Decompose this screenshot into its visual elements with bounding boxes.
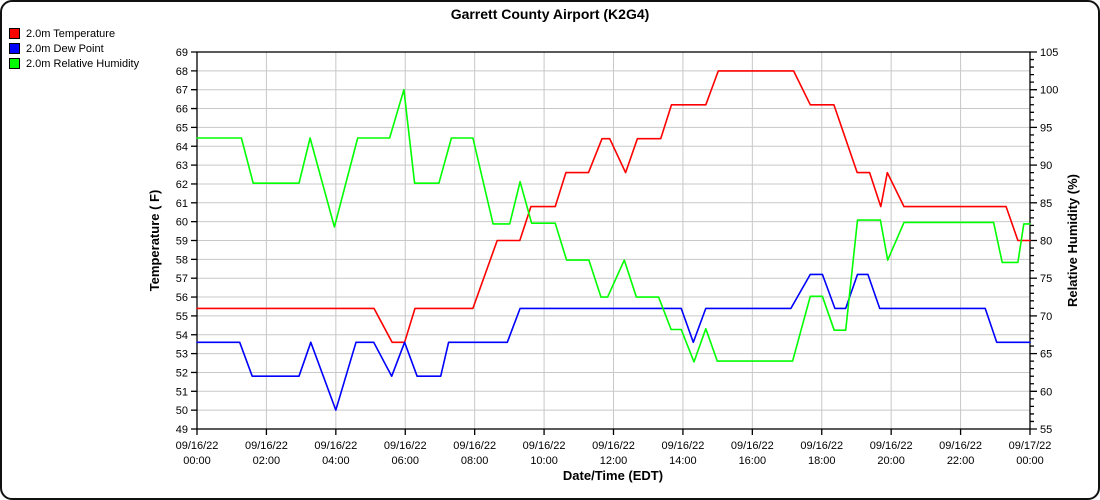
- legend: 2.0m Temperature 2.0m Dew Point 2.0m Rel…: [9, 27, 139, 72]
- svg-text:85: 85: [1040, 198, 1052, 210]
- svg-text:04:00: 04:00: [322, 455, 350, 467]
- svg-text:52: 52: [176, 367, 188, 379]
- svg-text:59: 59: [176, 236, 188, 248]
- svg-text:61: 61: [176, 198, 188, 210]
- dew-point-swatch-icon: [9, 43, 20, 54]
- svg-text:00:00: 00:00: [1016, 455, 1044, 467]
- right-axis-title: Relative Humidity (%): [1065, 174, 1080, 307]
- svg-text:09/16/22: 09/16/22: [245, 440, 288, 452]
- svg-text:55: 55: [176, 311, 188, 323]
- tick-label-layer: 49 50 51 52 53 54 55 56 57 58 59 60 61 62 63 64 65 66 67 68…: [176, 47, 1059, 467]
- grid-layer: [197, 52, 1030, 429]
- svg-text:65: 65: [176, 122, 188, 134]
- svg-text:02:00: 02:00: [253, 455, 281, 467]
- series-line-relative-humidity: [196, 88, 1031, 363]
- series-line-temperature: [196, 70, 1031, 344]
- legend-label-temperature: 2.0m Temperature: [26, 27, 116, 40]
- svg-text:10:00: 10:00: [530, 455, 558, 467]
- svg-text:57: 57: [176, 273, 188, 285]
- legend-label-relative-humidity: 2.0m Relative Humidity: [26, 57, 140, 70]
- svg-text:67: 67: [176, 85, 188, 97]
- svg-text:95: 95: [1040, 122, 1052, 134]
- svg-text:69: 69: [176, 47, 188, 59]
- svg-text:105: 105: [1040, 47, 1058, 59]
- svg-text:09/16/22: 09/16/22: [662, 440, 705, 452]
- chart-title: Garrett County Airport (K2G4): [450, 6, 650, 22]
- series-layer: [196, 70, 1031, 411]
- svg-text:00:00: 00:00: [183, 455, 211, 467]
- svg-text:22:00: 22:00: [947, 455, 975, 467]
- svg-text:18:00: 18:00: [808, 455, 836, 467]
- svg-text:09/16/22: 09/16/22: [523, 440, 566, 452]
- svg-text:09/16/22: 09/16/22: [176, 440, 219, 452]
- svg-text:56: 56: [176, 292, 188, 304]
- svg-text:09/16/22: 09/16/22: [592, 440, 635, 452]
- svg-text:80: 80: [1040, 236, 1052, 248]
- legend-label-dew-point: 2.0m Dew Point: [26, 42, 104, 55]
- svg-text:12:00: 12:00: [600, 455, 628, 467]
- svg-text:09/16/22: 09/16/22: [384, 440, 427, 452]
- legend-item-temperature: 2.0m Temperature: [9, 27, 139, 40]
- svg-text:60: 60: [176, 217, 188, 229]
- svg-text:70: 70: [1040, 311, 1052, 323]
- series-line-dew-point: [196, 273, 1031, 411]
- svg-text:50: 50: [176, 405, 188, 417]
- svg-text:09/16/22: 09/16/22: [939, 440, 982, 452]
- svg-text:09/16/22: 09/16/22: [314, 440, 357, 452]
- svg-text:64: 64: [176, 141, 188, 153]
- svg-text:55: 55: [1040, 424, 1052, 436]
- svg-text:75: 75: [1040, 273, 1052, 285]
- legend-item-relative-humidity: 2.0m Relative Humidity: [9, 57, 139, 70]
- svg-text:63: 63: [176, 160, 188, 172]
- svg-text:51: 51: [176, 386, 188, 398]
- svg-text:09/16/22: 09/16/22: [453, 440, 496, 452]
- svg-text:53: 53: [176, 349, 188, 361]
- relative-humidity-swatch-icon: [9, 58, 20, 69]
- svg-text:09/16/22: 09/16/22: [731, 440, 774, 452]
- svg-text:68: 68: [176, 66, 188, 78]
- svg-text:65: 65: [1040, 349, 1052, 361]
- svg-text:09/16/22: 09/16/22: [870, 440, 913, 452]
- svg-text:58: 58: [176, 254, 188, 266]
- svg-text:09/17/22: 09/17/22: [1009, 440, 1052, 452]
- legend-item-dew-point: 2.0m Dew Point: [9, 42, 139, 55]
- left-axis-title: Temperature ( F): [147, 190, 162, 292]
- svg-text:20:00: 20:00: [877, 455, 905, 467]
- svg-text:06:00: 06:00: [391, 455, 419, 467]
- x-axis-title: Date/Time (EDT): [563, 468, 663, 483]
- svg-text:14:00: 14:00: [669, 455, 697, 467]
- svg-text:49: 49: [176, 424, 188, 436]
- svg-text:90: 90: [1040, 160, 1052, 172]
- temperature-swatch-icon: [9, 28, 20, 39]
- svg-text:54: 54: [176, 330, 188, 342]
- svg-text:66: 66: [176, 104, 188, 116]
- svg-text:62: 62: [176, 179, 188, 191]
- svg-text:16:00: 16:00: [739, 455, 767, 467]
- svg-text:100: 100: [1040, 85, 1058, 97]
- svg-text:09/16/22: 09/16/22: [800, 440, 843, 452]
- svg-text:60: 60: [1040, 386, 1052, 398]
- svg-text:08:00: 08:00: [461, 455, 489, 467]
